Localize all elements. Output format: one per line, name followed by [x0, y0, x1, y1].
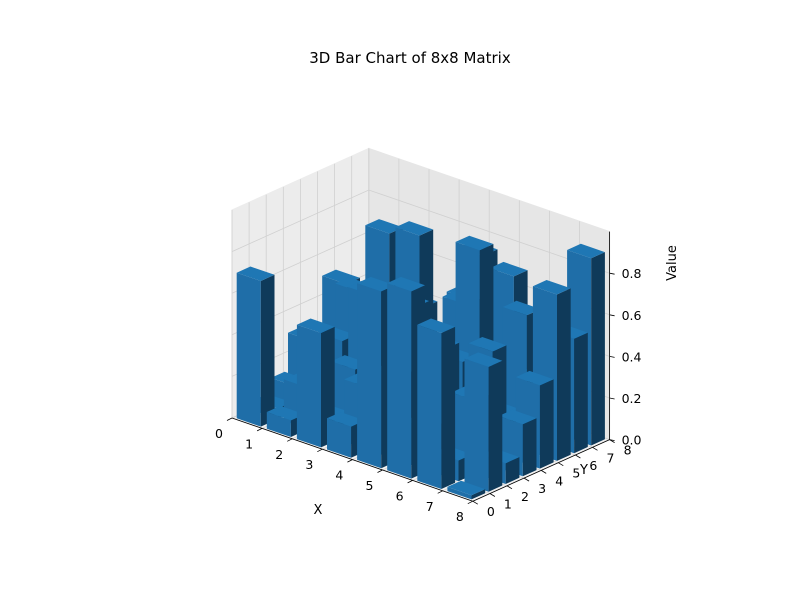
bar-side-face	[441, 326, 456, 489]
bar-top-face	[236, 266, 275, 281]
bar-top-face	[498, 409, 537, 425]
bar-side-face	[488, 360, 503, 492]
bar-side-face	[260, 274, 275, 427]
bar-front-face	[464, 358, 489, 492]
chart-title: 3D Bar Chart of 8x8 Matrix	[309, 49, 511, 67]
y-tick	[523, 477, 530, 482]
x-tick	[377, 469, 383, 473]
y-tick-label: 8	[624, 443, 632, 458]
bar	[447, 480, 486, 500]
z-tick-label: 0.2	[622, 391, 642, 406]
bar-top-face	[327, 412, 365, 427]
z-tick	[609, 314, 615, 317]
bar	[236, 266, 275, 427]
bar-top-face	[447, 480, 486, 496]
bar	[417, 318, 456, 489]
bar-top-face	[395, 221, 434, 236]
bar-side-face	[522, 418, 537, 477]
bar-top-face	[387, 276, 425, 292]
bar	[464, 352, 503, 492]
y-tick	[506, 485, 513, 490]
x-tick	[256, 428, 263, 432]
bar-front-face	[357, 283, 382, 469]
bar-top-face	[357, 276, 395, 292]
z-tick-label: 0.6	[622, 308, 642, 323]
x-tick-label: 1	[245, 436, 253, 451]
z-axis-label: Value	[665, 245, 680, 281]
bar-top-face	[567, 243, 605, 259]
x-tick	[317, 448, 323, 453]
x-tick-label: 3	[305, 457, 313, 472]
y-tick	[575, 454, 581, 459]
bar-top-face	[417, 318, 456, 333]
x-tick	[287, 438, 293, 442]
x-tick-label: 0	[215, 426, 223, 441]
x-tick	[467, 500, 473, 505]
bar-front-face	[236, 272, 261, 427]
bar-top-face	[296, 318, 335, 333]
bar-top-face	[532, 280, 571, 295]
x-tick	[407, 480, 413, 484]
bar-front-face	[447, 486, 472, 500]
z-tick	[609, 439, 615, 441]
x-tick-label: 5	[366, 478, 374, 493]
y-axis-line	[472, 439, 610, 502]
z-tick	[609, 272, 615, 275]
z-grid-line	[231, 189, 610, 274]
y-tick-label: 1	[504, 497, 512, 512]
bar-side-face	[574, 332, 588, 454]
z-tick-label: 0.0	[622, 433, 642, 448]
x-tick-label: 7	[426, 499, 434, 514]
y-tick	[472, 500, 479, 505]
bar-side-face	[539, 379, 554, 469]
y-tick-label: 7	[607, 450, 615, 465]
bar-side-face	[557, 288, 571, 461]
y-tick	[489, 493, 496, 497]
bar-front-face	[387, 283, 412, 479]
bar-top-face	[515, 370, 554, 386]
y-tick-label: 0	[487, 504, 495, 519]
bar	[532, 280, 571, 461]
bars	[236, 219, 605, 500]
z-tick	[609, 356, 615, 358]
y-tick	[558, 462, 564, 467]
bar-top-face	[489, 261, 528, 277]
bar-front-face	[266, 412, 291, 437]
x-tick	[226, 417, 233, 421]
z-tick	[609, 397, 615, 400]
y-tick-label: 6	[589, 458, 597, 473]
x-tick-label: 6	[396, 488, 404, 503]
x-tick-label: 2	[275, 447, 283, 462]
x-tick	[347, 459, 353, 463]
x-tick-label: 8	[456, 509, 464, 524]
y-tick-label: 5	[572, 466, 580, 481]
bar-top-face	[468, 337, 507, 352]
y-tick-label: 4	[555, 473, 563, 488]
y-tick-label: 3	[538, 481, 546, 496]
bar-front-face	[296, 324, 321, 448]
z-tick-label: 0.8	[622, 266, 642, 281]
bar-top-face	[455, 235, 494, 251]
z-tick-label: 0.4	[622, 349, 642, 364]
bar-top-face	[464, 352, 503, 367]
y-axis-label: Y	[579, 463, 588, 478]
bar-side-face	[591, 252, 605, 446]
y-tick	[592, 446, 598, 451]
bar-side-face	[471, 489, 486, 500]
bar-top-face	[365, 219, 404, 234]
y-tick	[540, 470, 547, 474]
bar-front-face	[327, 418, 352, 458]
x-tick-label: 4	[335, 468, 343, 483]
bar-top-face	[502, 300, 541, 316]
bar-front-face	[417, 324, 442, 489]
x-axis-label: X	[314, 503, 323, 518]
y-tick-label: 2	[521, 489, 529, 504]
bar-side-face	[505, 457, 520, 484]
x-tick	[437, 490, 443, 494]
bar-top-face	[266, 405, 305, 421]
